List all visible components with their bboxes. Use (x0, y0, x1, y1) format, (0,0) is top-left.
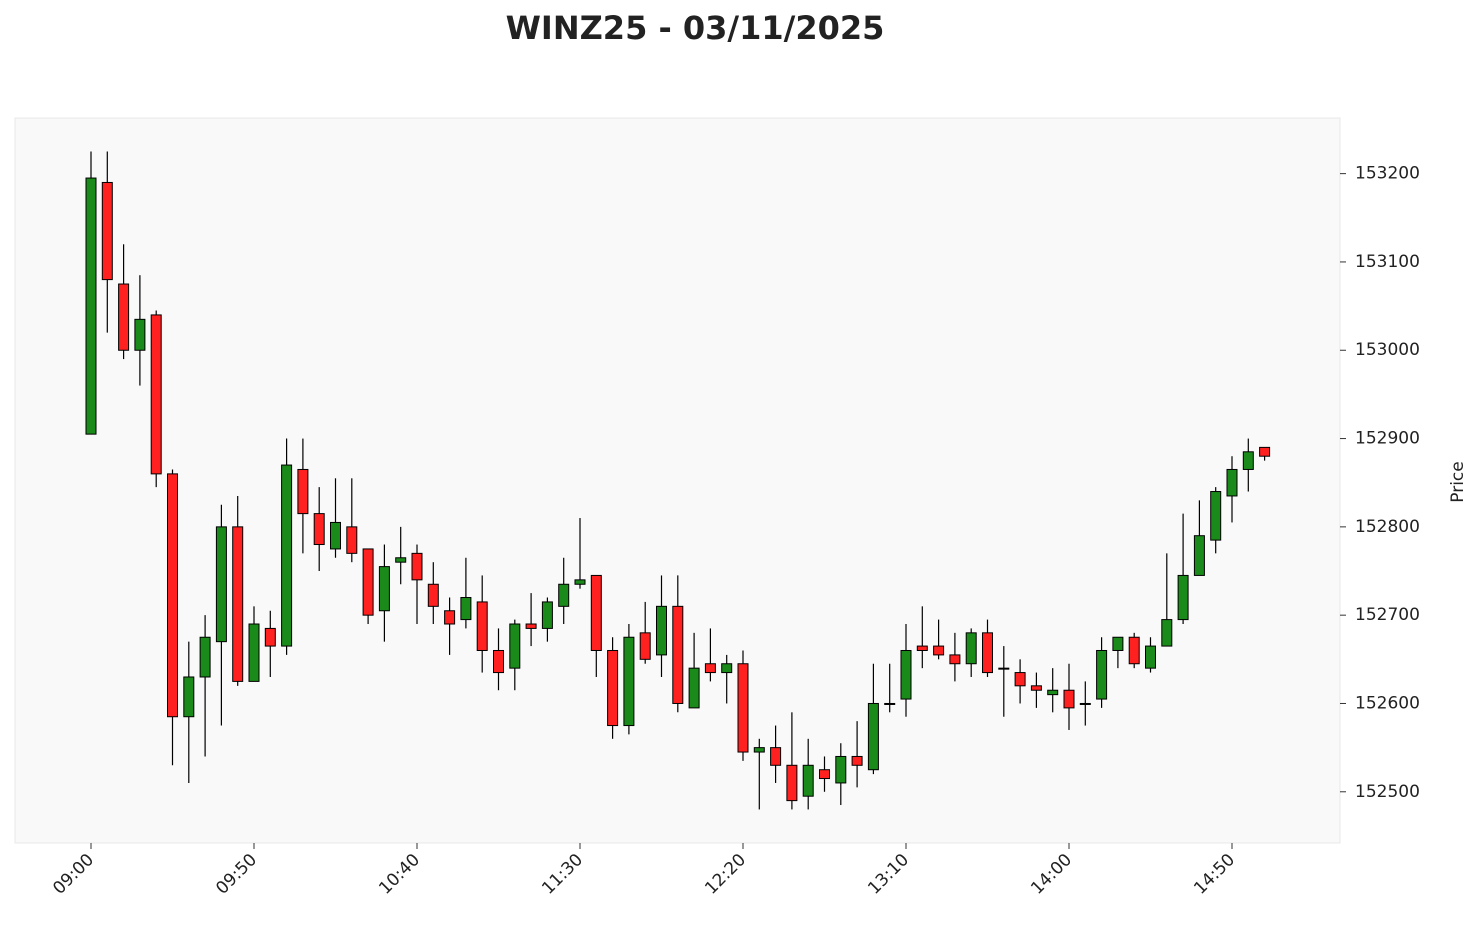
plot-area (14, 117, 1341, 844)
candle-body (770, 747, 782, 766)
candle-body (753, 747, 765, 753)
x-tick-label: 12:20 (701, 850, 750, 899)
x-tick-label: 11:30 (538, 850, 587, 899)
candle-body (802, 764, 814, 797)
candle-body (933, 645, 945, 656)
candle-body (493, 649, 504, 674)
y-tick-label: 153000 (1355, 340, 1420, 360)
x-tick-label: 09:00 (49, 850, 98, 899)
y-tick-label: 153200 (1355, 164, 1420, 184)
candle-body (378, 566, 390, 612)
candle-body (884, 702, 896, 705)
candle-body (101, 181, 113, 281)
candle-body (509, 623, 521, 669)
candle-body (1210, 491, 1222, 541)
candle-body (1014, 672, 1026, 687)
candle-body (721, 663, 733, 674)
candle-body (982, 632, 993, 674)
candle-body (395, 557, 407, 563)
candle-body (232, 526, 244, 682)
candle-body (737, 663, 749, 753)
y-tick-label: 152500 (1355, 782, 1420, 802)
candle-body (851, 755, 863, 766)
candle-body (1047, 689, 1059, 696)
y-tick-label: 152700 (1355, 605, 1420, 625)
candle-body (590, 574, 602, 651)
chart-title: WINZ25 - 03/11/2025 (506, 9, 885, 47)
candle-body (1193, 535, 1205, 576)
candle-body (444, 610, 456, 625)
candle-body (900, 649, 912, 700)
x-tick-label: 14:00 (1027, 850, 1076, 899)
candle-body (1145, 645, 1156, 669)
candle-body (1226, 468, 1238, 497)
candle-body (1128, 636, 1140, 665)
candle-body (541, 601, 553, 629)
candle-body (330, 521, 341, 550)
candle-body (476, 601, 488, 651)
candle-body (1177, 574, 1189, 621)
candle-body (819, 769, 830, 780)
candle-body (867, 702, 879, 771)
candle-body (1079, 702, 1091, 705)
candle-body (998, 667, 1010, 670)
x-tick-label: 13:10 (864, 850, 913, 899)
candle-body (916, 645, 928, 651)
candle-body (835, 755, 847, 784)
y-tick-label: 152800 (1355, 517, 1420, 537)
candle-body (949, 654, 961, 665)
candle-body (460, 597, 472, 621)
y-axis-label: Price (1448, 461, 1468, 502)
candle-body (346, 526, 358, 554)
candle-body (1161, 619, 1173, 647)
candle-body (1030, 685, 1042, 691)
candle-body (362, 548, 374, 616)
candle-body (1259, 446, 1271, 457)
candle-body (965, 632, 977, 665)
candle-body (411, 552, 423, 581)
candle-body (118, 283, 130, 351)
candle-body (623, 636, 635, 727)
candle-body (167, 473, 178, 718)
candle-body (281, 464, 293, 647)
x-tick-label: 10:40 (375, 850, 424, 899)
candle-body (1063, 689, 1075, 709)
candle-body (427, 583, 439, 607)
candle-body (1112, 636, 1124, 651)
candle-body (183, 676, 195, 718)
candle-body (688, 667, 700, 709)
candle-body (199, 636, 211, 678)
candle-body (525, 623, 537, 629)
candle-body (656, 605, 667, 656)
y-tick-label: 153100 (1355, 252, 1420, 272)
candle-body (85, 177, 97, 435)
candle-body (215, 526, 227, 643)
candle-body (297, 468, 309, 515)
candle-body (574, 579, 586, 585)
y-tick-label: 152900 (1355, 429, 1420, 449)
candle-body (150, 314, 162, 475)
candle-body (607, 649, 619, 727)
candle-body (672, 605, 684, 704)
x-tick-label: 09:50 (212, 850, 261, 899)
candle-body (639, 632, 651, 660)
x-tick-label: 14:50 (1190, 850, 1239, 899)
candle-body (313, 513, 325, 546)
candle-body (558, 583, 570, 607)
candle-body (134, 318, 146, 351)
candle-body (1096, 649, 1108, 700)
candle-body (248, 623, 260, 682)
candle-body (1242, 451, 1254, 470)
candle-body (786, 764, 798, 802)
y-tick-label: 152600 (1355, 693, 1420, 713)
candle-body (704, 663, 716, 674)
candle-body (264, 627, 276, 647)
